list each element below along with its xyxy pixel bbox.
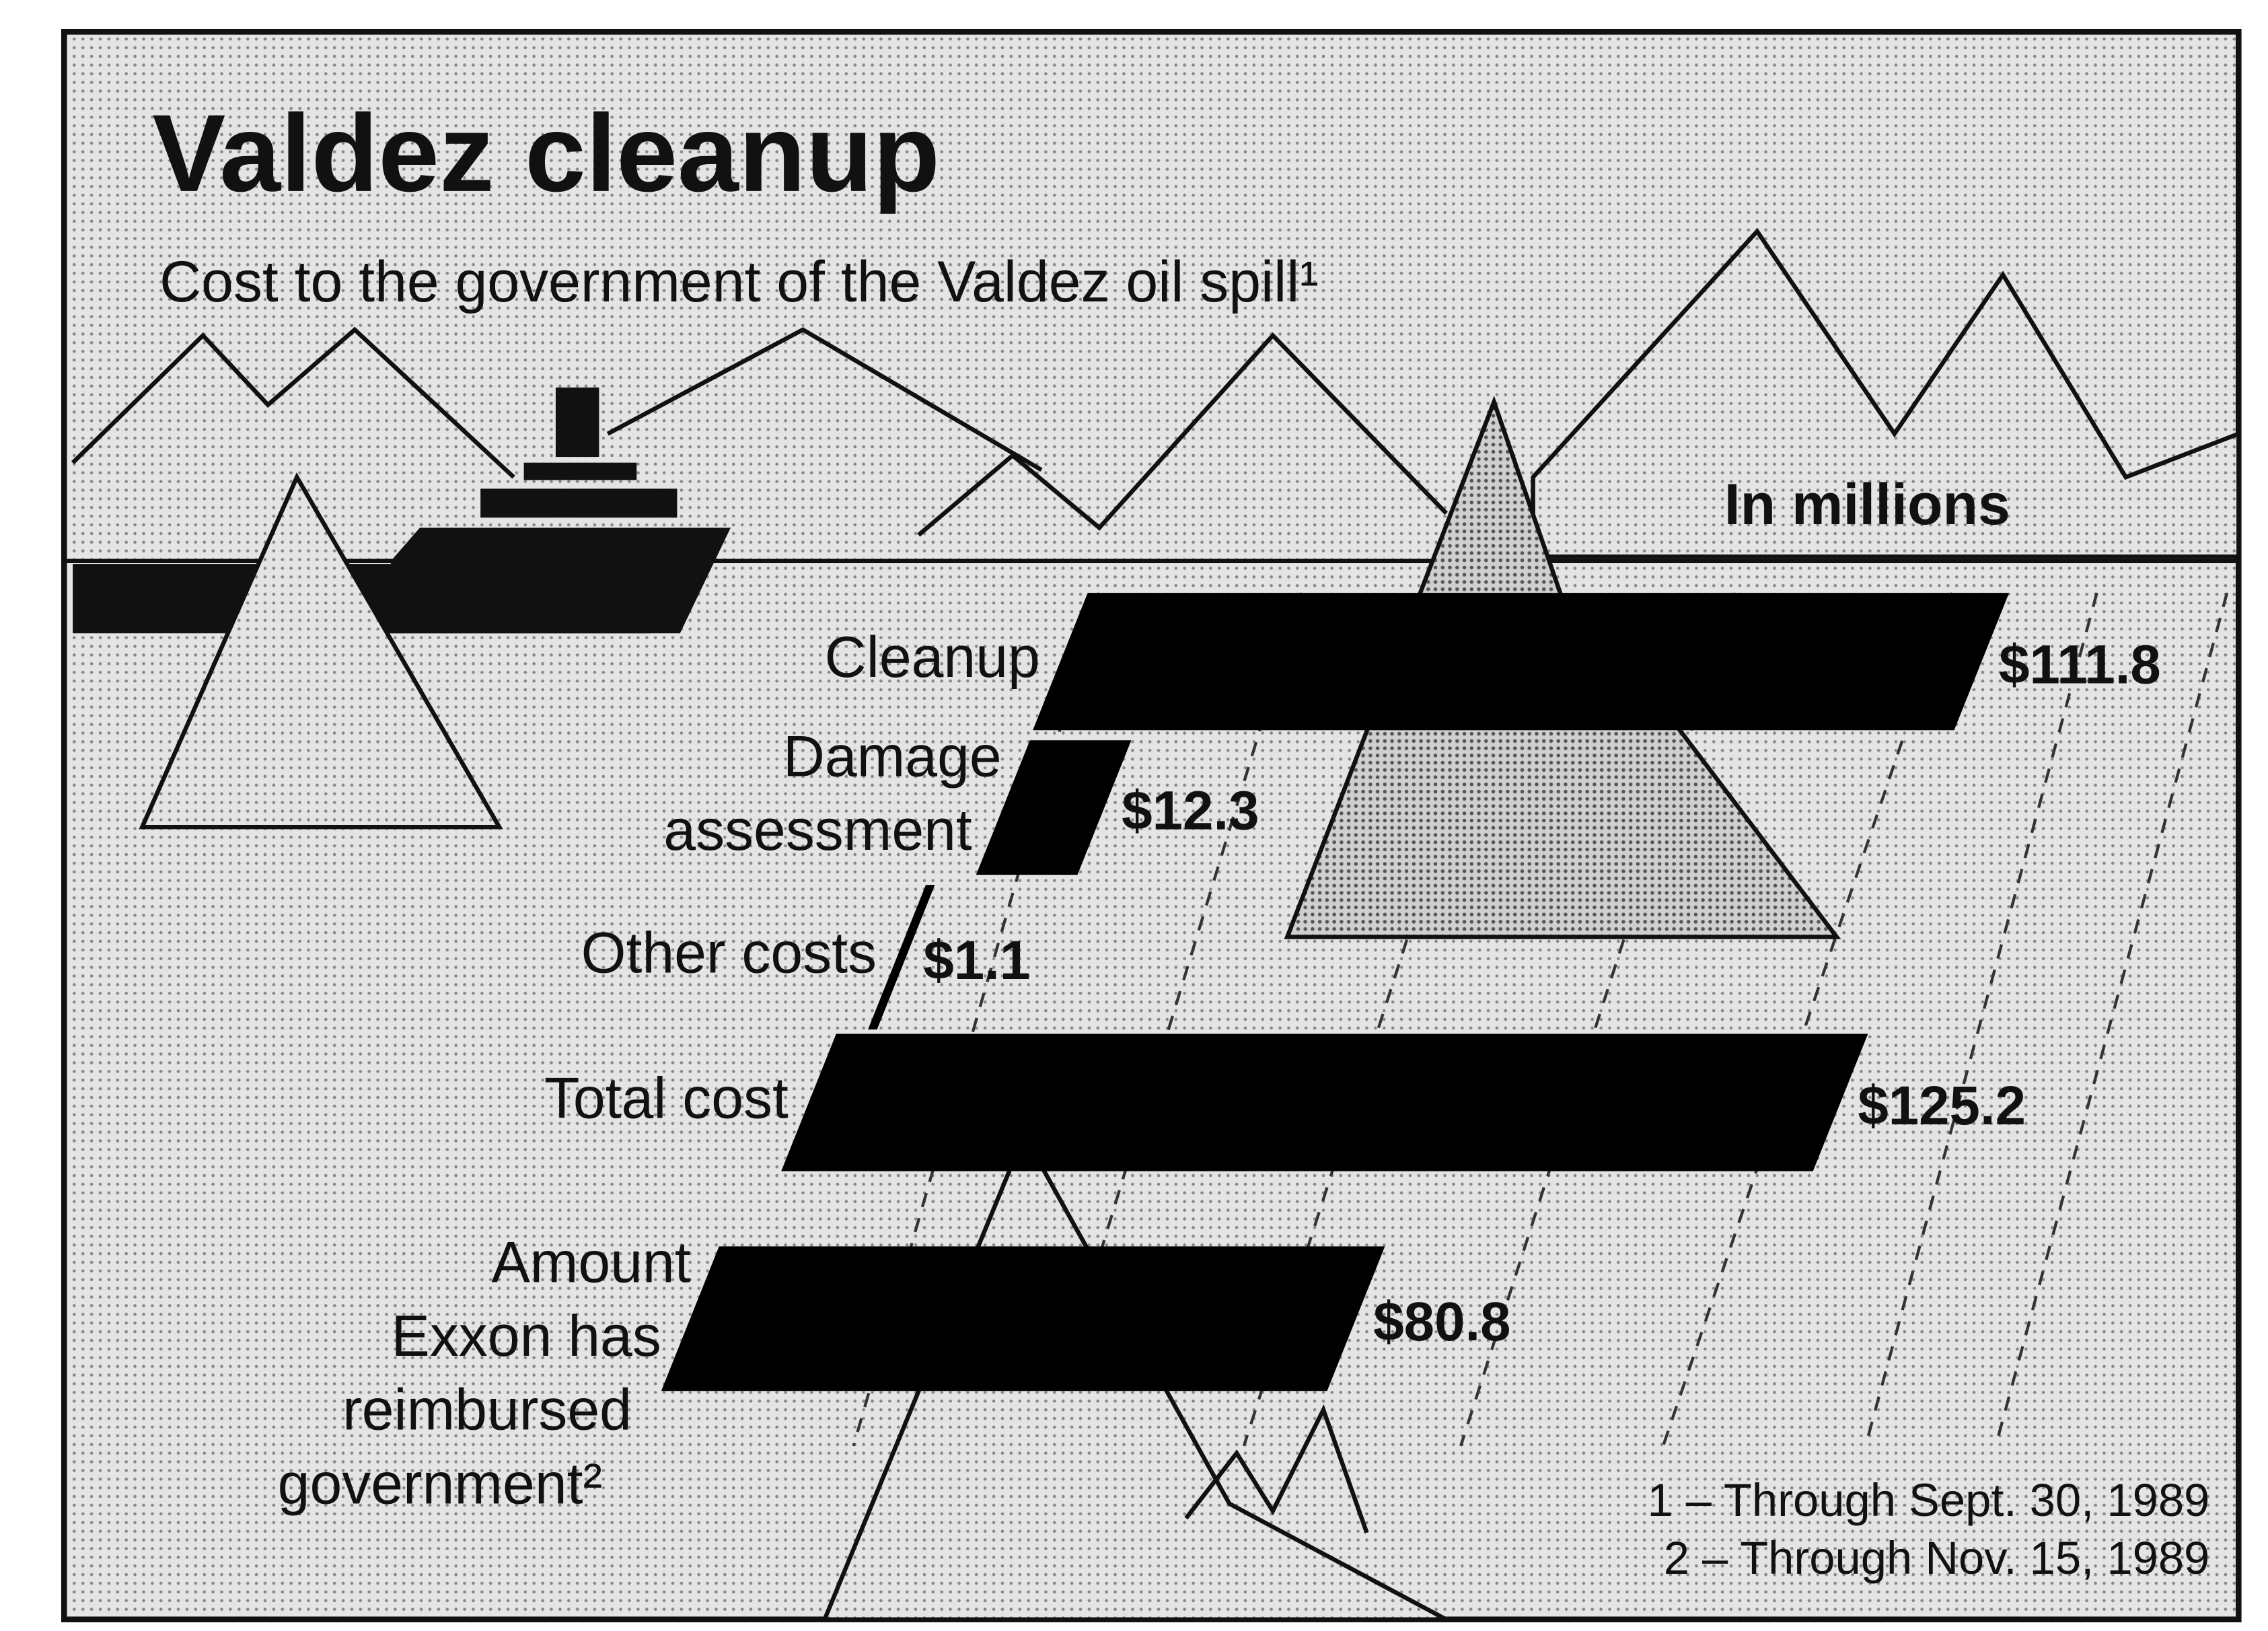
footnote: 1 – Through Sept. 30, 1989 xyxy=(1647,1474,2209,1526)
footnote: 2 – Through Nov. 15, 1989 xyxy=(1664,1532,2210,1584)
category-label: Cleanup xyxy=(825,625,1040,690)
value-label: $12.3 xyxy=(1122,780,1259,841)
value-label: $111.8 xyxy=(1999,634,2161,695)
chart-subtitle: Cost to the government of the Valdez oil… xyxy=(159,250,1319,314)
category-label: Total cost xyxy=(544,1066,789,1130)
page: Valdez cleanup Cost to the government of… xyxy=(0,0,2268,1631)
chart-title: Valdez cleanup xyxy=(152,92,940,215)
value-label: $125.2 xyxy=(1858,1075,2026,1136)
bar xyxy=(1033,593,2009,730)
bar xyxy=(661,1246,1385,1391)
units-label: In millions xyxy=(1724,472,2010,537)
category-label: Other costs xyxy=(581,920,877,985)
value-label: $80.8 xyxy=(1373,1291,1510,1352)
bar xyxy=(781,1034,1868,1171)
value-label: $1.1 xyxy=(923,930,1030,991)
chart: Valdez cleanup Cost to the government of… xyxy=(0,0,2268,1631)
